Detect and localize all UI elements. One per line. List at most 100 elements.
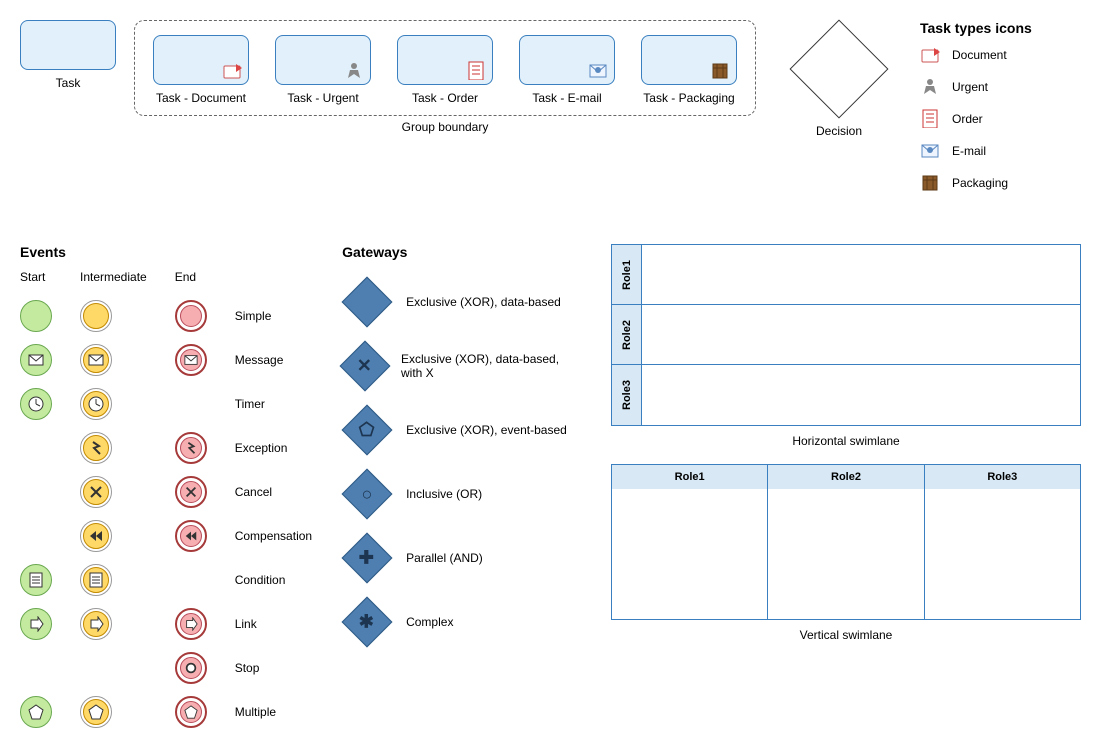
gateway-symbol: ⬠ [359, 420, 375, 441]
legend-label: Packaging [952, 176, 1008, 190]
main-row: Events Start Intermediate End SimpleMess… [20, 244, 1081, 734]
event-label: Cancel [235, 470, 312, 514]
v-swim-caption: Vertical swimlane [611, 628, 1081, 642]
start-Message [20, 338, 52, 382]
gateway-shape [342, 277, 393, 328]
end-Exception [175, 426, 207, 470]
urgent-icon [344, 60, 366, 82]
event-label: Timer [235, 382, 312, 426]
inter-Cancel [80, 470, 147, 514]
gateway-shape: ✕ [339, 341, 390, 392]
v-swim-cell [925, 489, 1080, 619]
vertical-swimlane: Role1Role2Role3 [611, 464, 1081, 620]
task-shape [641, 35, 737, 85]
packaging-icon [710, 60, 732, 82]
start-Link [20, 602, 52, 646]
start-Compensation [20, 514, 52, 558]
decision-label: Decision [816, 124, 862, 138]
event-label: Link [235, 602, 312, 646]
legend-label: E-mail [952, 144, 986, 158]
events-labels-col: SimpleMessageTimerExceptionCancelCompens… [235, 270, 312, 734]
decision-block: Decision [790, 20, 888, 138]
gateway-symbol: ○ [362, 484, 373, 505]
inter-Exception [80, 426, 147, 470]
inter-Message [80, 338, 147, 382]
inter-Link [80, 602, 147, 646]
urgent-icon [920, 76, 942, 98]
task-shape [519, 35, 615, 85]
legend-title: Task types icons [920, 20, 1032, 36]
start-Cancel [20, 470, 52, 514]
order-icon [466, 60, 488, 82]
legend-item-4: Packaging [920, 172, 1032, 194]
gateway-shape: ✱ [342, 597, 393, 648]
gateway-3: ○ Inclusive (OR) [342, 462, 571, 526]
group-caption: Group boundary [402, 120, 489, 134]
start-title: Start [20, 270, 52, 284]
task-label: Task [56, 76, 81, 90]
start-Exception [20, 426, 52, 470]
gateway-label: Exclusive (XOR), event-based [406, 423, 567, 437]
h-swim-role: Role1 [612, 245, 642, 304]
start-Multiple [20, 690, 52, 734]
h-swim-caption: Horizontal swimlane [611, 434, 1081, 448]
event-label: Condition [235, 558, 312, 602]
legend-item-2: Order [920, 108, 1032, 130]
end-Simple [175, 294, 207, 338]
h-swim-row: Role2 [612, 305, 1080, 365]
group-task-label: Task - Urgent [287, 91, 358, 105]
gateway-symbol: ✚ [360, 548, 375, 569]
gateway-shape: ○ [342, 469, 393, 520]
group-task-label: Task - Packaging [643, 91, 734, 105]
events-inter-col: Intermediate [80, 270, 147, 734]
group-task-label: Task - Document [156, 91, 246, 105]
v-swim-role: Role3 [925, 465, 1080, 489]
decision-shape [790, 20, 889, 119]
gateway-2: ⬠ Exclusive (XOR), event-based [342, 398, 571, 462]
gateway-5: ✱ Complex [342, 590, 571, 654]
end-Cancel [175, 470, 207, 514]
start-Stop [20, 646, 52, 690]
event-label: Simple [235, 294, 312, 338]
v-swim-role: Role2 [768, 465, 924, 489]
gateway-0: Exclusive (XOR), data-based [342, 270, 571, 334]
events-section: Events Start Intermediate End SimpleMess… [20, 244, 312, 734]
group-task-2: Task - Order [397, 35, 493, 105]
group-task-3: Task - E-mail [519, 35, 615, 105]
end-Condition [175, 558, 207, 602]
task-shape [153, 35, 249, 85]
email-icon [920, 140, 942, 162]
gateways-section: Gateways Exclusive (XOR), data-based ✕ E… [342, 244, 571, 654]
group-task-label: Task - E-mail [532, 91, 601, 105]
gateway-symbol: ✕ [357, 356, 372, 377]
horizontal-swimlane: Role1 Role2 Role3 [611, 244, 1081, 426]
end-title: End [175, 270, 207, 284]
inter-Stop [80, 646, 147, 690]
task-shape [20, 20, 116, 70]
end-Multiple [175, 690, 207, 734]
document-icon [920, 44, 942, 66]
event-label: Message [235, 338, 312, 382]
gateway-shape: ⬠ [342, 405, 393, 456]
legend-label: Order [952, 112, 983, 126]
event-label: Exception [235, 426, 312, 470]
inter-title: Intermediate [80, 270, 147, 284]
gateway-label: Inclusive (OR) [406, 487, 482, 501]
gateway-1: ✕ Exclusive (XOR), data-based, with X [342, 334, 571, 398]
email-icon [588, 60, 610, 82]
group-task-4: Task - Packaging [641, 35, 737, 105]
start-Condition [20, 558, 52, 602]
end-Compensation [175, 514, 207, 558]
task-plain: Task [20, 20, 116, 90]
start-Simple [20, 294, 52, 338]
group-task-0: Task - Document [153, 35, 249, 105]
inter-Compensation [80, 514, 147, 558]
legend-item-0: Document [920, 44, 1032, 66]
gateway-symbol: ✱ [360, 612, 375, 633]
start-Timer [20, 382, 52, 426]
swimlanes-section: Role1 Role2 Role3 Horizontal swimlane Ro… [611, 244, 1081, 658]
event-label: Multiple [235, 690, 312, 734]
v-swim-cell [768, 489, 924, 619]
legend-label: Urgent [952, 80, 988, 94]
event-label: Compensation [235, 514, 312, 558]
